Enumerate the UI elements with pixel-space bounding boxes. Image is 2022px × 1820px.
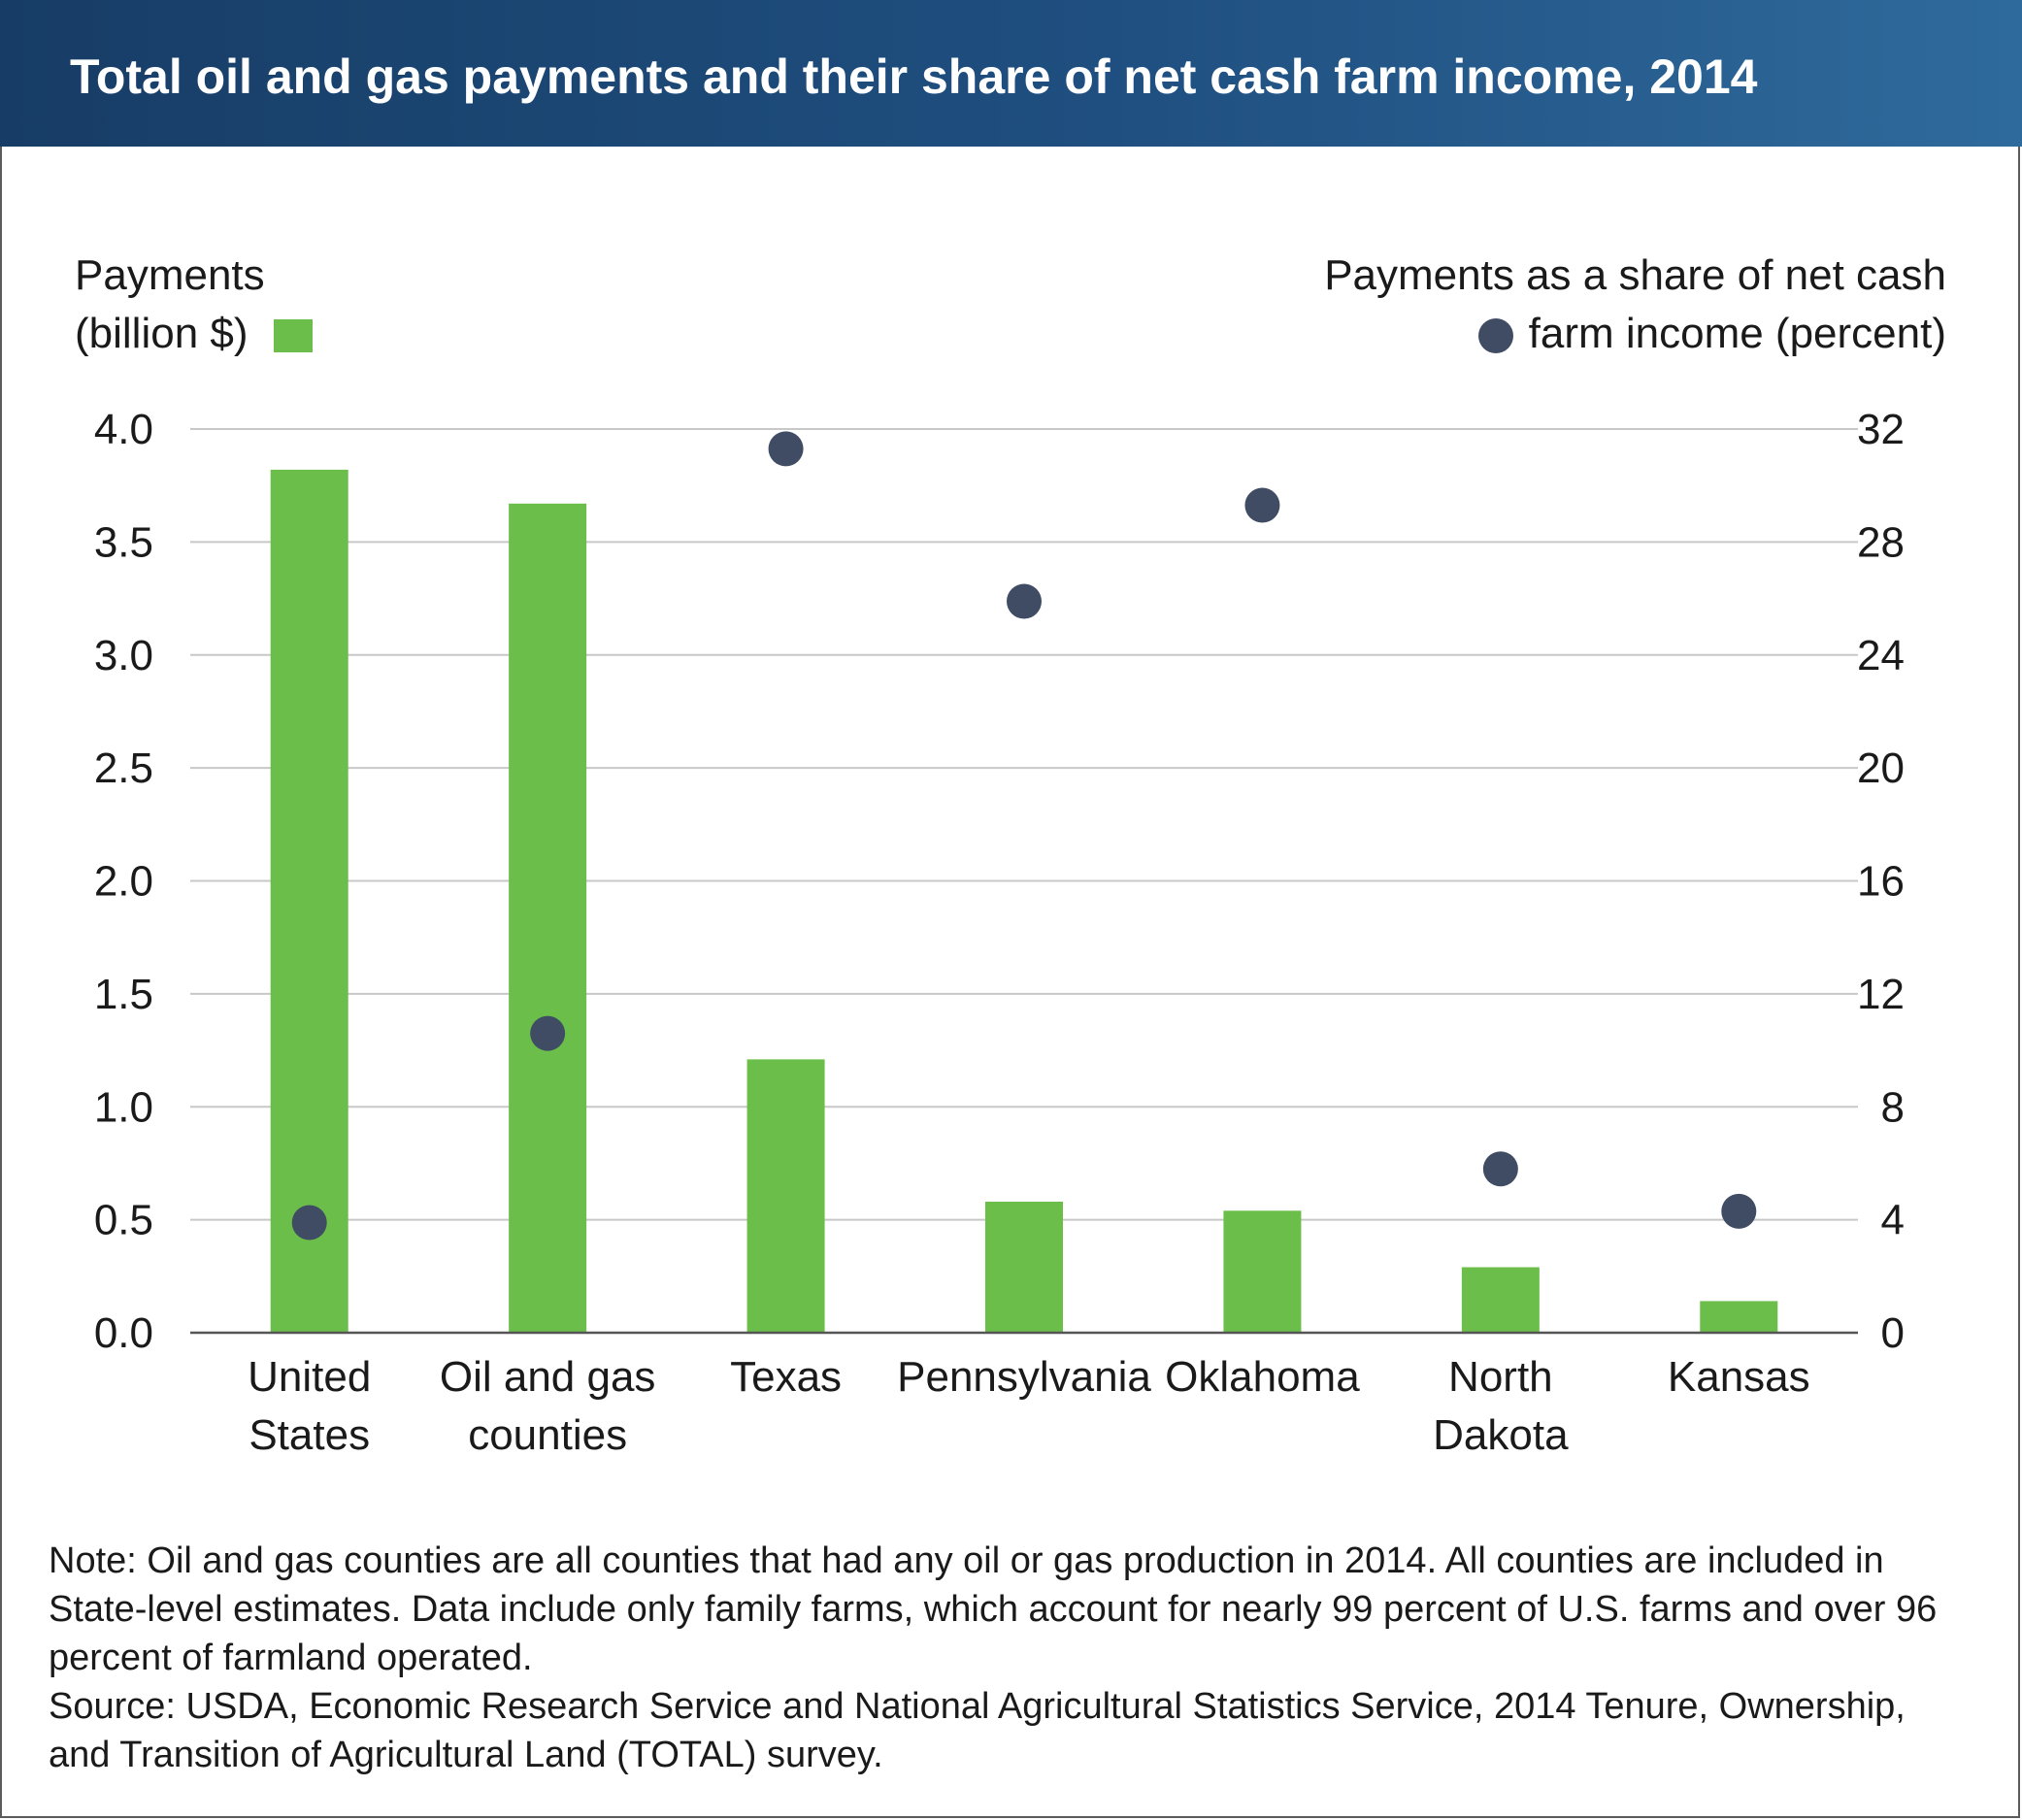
bar	[1223, 1210, 1302, 1333]
dot-legend-swatch	[1477, 318, 1513, 354]
chart-frame	[0, 147, 2020, 1818]
category-label: counties	[468, 1411, 627, 1459]
category-label: Texas	[730, 1353, 842, 1401]
right-tick-label: 20	[1857, 745, 1905, 792]
share-point	[768, 431, 804, 467]
left-axis-title-line2: (billion $)	[75, 310, 249, 357]
bar	[1700, 1301, 1778, 1333]
share-point	[1007, 583, 1042, 619]
category-label: Pennsylvania	[897, 1353, 1151, 1401]
bar	[746, 1059, 825, 1333]
category-label: States	[249, 1411, 370, 1459]
left-tick-label: 1.5	[94, 971, 153, 1018]
chart-note: Note: Oil and gas counties are all count…	[49, 1537, 1971, 1779]
right-axis-title-line2: farm income (percent)	[1528, 310, 1946, 357]
left-axis-title-line2-row: (billion $)	[75, 305, 313, 363]
right-tick-label: 24	[1857, 632, 1905, 679]
right-tick-label: 8	[1881, 1083, 1905, 1131]
share-point	[530, 1015, 566, 1051]
left-tick-label: 0.5	[94, 1197, 153, 1244]
right-tick-label: 4	[1881, 1197, 1905, 1244]
left-tick-label: 1.0	[94, 1083, 153, 1131]
right-tick-label: 12	[1857, 971, 1905, 1018]
bar	[985, 1202, 1063, 1333]
bar	[509, 503, 587, 1333]
right-tick-label: 0	[1881, 1309, 1905, 1357]
share-point	[1482, 1151, 1518, 1187]
share-point	[1244, 487, 1280, 523]
category-label: Kansas	[1668, 1353, 1810, 1401]
left-tick-label: 2.5	[94, 745, 153, 792]
right-tick-label: 32	[1857, 406, 1905, 453]
note-text: Note: Oil and gas counties are all count…	[49, 1540, 1938, 1678]
category-label: Oil and gas	[440, 1353, 656, 1401]
right-axis-title: Payments as a share of net cash farm inc…	[1324, 247, 1946, 363]
share-point	[1721, 1193, 1757, 1229]
left-axis-title-line1: Payments	[75, 251, 265, 299]
left-tick-label: 4.0	[94, 406, 153, 453]
bar-legend-swatch	[273, 319, 313, 353]
combo-chart: 0.0 0.5 1.0 1.5 2.0 2.5 3.0 3.5 4.0 0 4 8 12 16 20 24 28…	[94, 406, 1905, 1459]
chart-title: Total oil and gas payments and their sha…	[70, 50, 1758, 104]
bar	[270, 469, 348, 1333]
left-tick-label: 0.0	[94, 1309, 153, 1357]
right-tick-label: 28	[1857, 518, 1905, 566]
bar	[1461, 1267, 1540, 1333]
chart-header: Total oil and gas payments and their sha…	[0, 0, 2022, 147]
source-text: Source: USDA, Economic Research Service …	[49, 1686, 1906, 1775]
category-label: United	[248, 1353, 371, 1401]
right-axis-title-line1: Payments as a share of net cash	[1324, 251, 1946, 299]
category-label: Dakota	[1433, 1411, 1569, 1459]
share-point	[291, 1205, 327, 1241]
category-label: Oklahoma	[1165, 1353, 1360, 1401]
category-label: North	[1448, 1353, 1553, 1401]
right-axis-title-line2-row: farm income (percent)	[1324, 305, 1946, 363]
right-tick-label: 16	[1857, 858, 1905, 906]
left-axis-title: Payments (billion $)	[75, 247, 313, 363]
left-tick-label: 3.0	[94, 632, 153, 679]
left-tick-label: 3.5	[94, 518, 153, 566]
left-tick-label: 2.0	[94, 858, 153, 906]
